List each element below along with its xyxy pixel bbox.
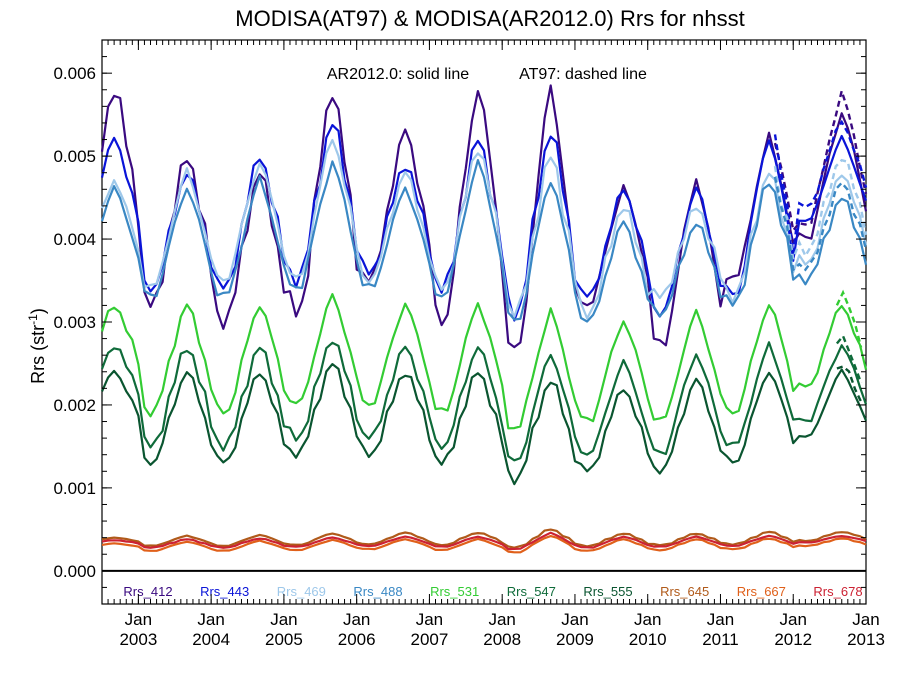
y-tick-label: 0.006	[53, 64, 96, 83]
y-axis-label-base: Rrs (str	[28, 325, 48, 384]
y-axis-label: Rrs (str-1)	[26, 308, 48, 384]
series-line-rrs-488	[100, 159, 868, 323]
y-tick-label: 0.001	[53, 479, 96, 498]
legend-entry-rrs-488: Rrs_488	[353, 584, 402, 599]
y-tick-label: 0.000	[53, 562, 96, 581]
y-axis-label-close: )	[28, 308, 48, 314]
series-dashed-rrs-531	[835, 289, 863, 348]
legend: Rrs_412 Rrs_443 Rrs_469 Rrs_488 Rrs_531 Rrs_5…	[123, 584, 862, 599]
legend-entry-rrs-678: Rrs_678	[813, 584, 862, 599]
series-line-rrs-678	[101, 531, 867, 551]
x-tick-year: 2012	[774, 630, 812, 649]
series-lines	[100, 84, 868, 554]
annotation-dashed-line: AT97: dashed line	[519, 66, 647, 83]
series-line-rrs-555	[100, 363, 868, 486]
y-axis-label-sup: -1	[26, 314, 40, 325]
x-tick-month: Jan	[125, 610, 152, 629]
y-tick-label: 0.005	[53, 147, 96, 166]
x-tick-month: Jan	[416, 610, 443, 629]
series-dashed-rrs-555	[836, 365, 863, 403]
x-tick-year: 2006	[338, 630, 376, 649]
legend-entry-rrs-412: Rrs_412	[123, 584, 172, 599]
legend-entry-rrs-469: Rrs_469	[277, 584, 326, 599]
y-tick-label: 0.002	[53, 396, 96, 415]
chart-title: MODISA(AT97) & MODISA(AR2012.0) Rrs for …	[235, 6, 744, 31]
x-tick-month: Jan	[852, 610, 879, 629]
x-tick-year: 2008	[483, 630, 521, 649]
x-tick-year: 2007	[411, 630, 449, 649]
series-line-rrs-645	[101, 528, 867, 549]
series-line-rrs-412	[100, 84, 868, 349]
x-tick-year: 2004	[192, 630, 230, 649]
series-line-rrs-469	[100, 138, 868, 320]
x-tick-year: 2005	[265, 630, 303, 649]
legend-entry-rrs-667: Rrs_667	[737, 584, 786, 599]
y-tick-label: 0.004	[53, 230, 96, 249]
x-tick-month: Jan	[197, 610, 224, 629]
series-line-rrs-531	[100, 293, 868, 430]
x-tick-month: Jan	[488, 610, 515, 629]
x-tick-month: Jan	[780, 610, 807, 629]
y-tick-label: 0.003	[53, 313, 96, 332]
x-tick-year: 2009	[556, 630, 594, 649]
x-tick-year: 2010	[629, 630, 667, 649]
x-tick-year: 2013	[847, 630, 885, 649]
x-tick-month: Jan	[707, 610, 734, 629]
legend-entry-rrs-547: Rrs_547	[507, 584, 556, 599]
series-dashed-rrs-469	[773, 158, 868, 260]
series-dashed-rrs-488	[773, 176, 868, 272]
legend-entry-rrs-443: Rrs_443	[200, 584, 249, 599]
x-tick-month: Jan	[561, 610, 588, 629]
x-tick-month: Jan	[634, 610, 661, 629]
legend-entry-rrs-555: Rrs_555	[583, 584, 632, 599]
legend-entry-rrs-531: Rrs_531	[430, 584, 479, 599]
axis-ticks: 0.0000.0010.0020.0030.0040.0050.006Jan20…	[53, 39, 885, 649]
annotation-solid-line: AR2012.0: solid line	[327, 66, 469, 83]
x-tick-year: 2011	[702, 630, 739, 649]
legend-entry-rrs-645: Rrs_645	[660, 584, 709, 599]
series-dashed-rrs-443	[773, 119, 868, 254]
x-tick-month: Jan	[343, 610, 370, 629]
series-dashed-rrs-547	[835, 333, 863, 384]
x-tick-month: Jan	[270, 610, 297, 629]
series-line-rrs-547	[100, 341, 868, 462]
series-line-rrs-667	[101, 535, 867, 554]
x-tick-year: 2003	[119, 630, 157, 649]
